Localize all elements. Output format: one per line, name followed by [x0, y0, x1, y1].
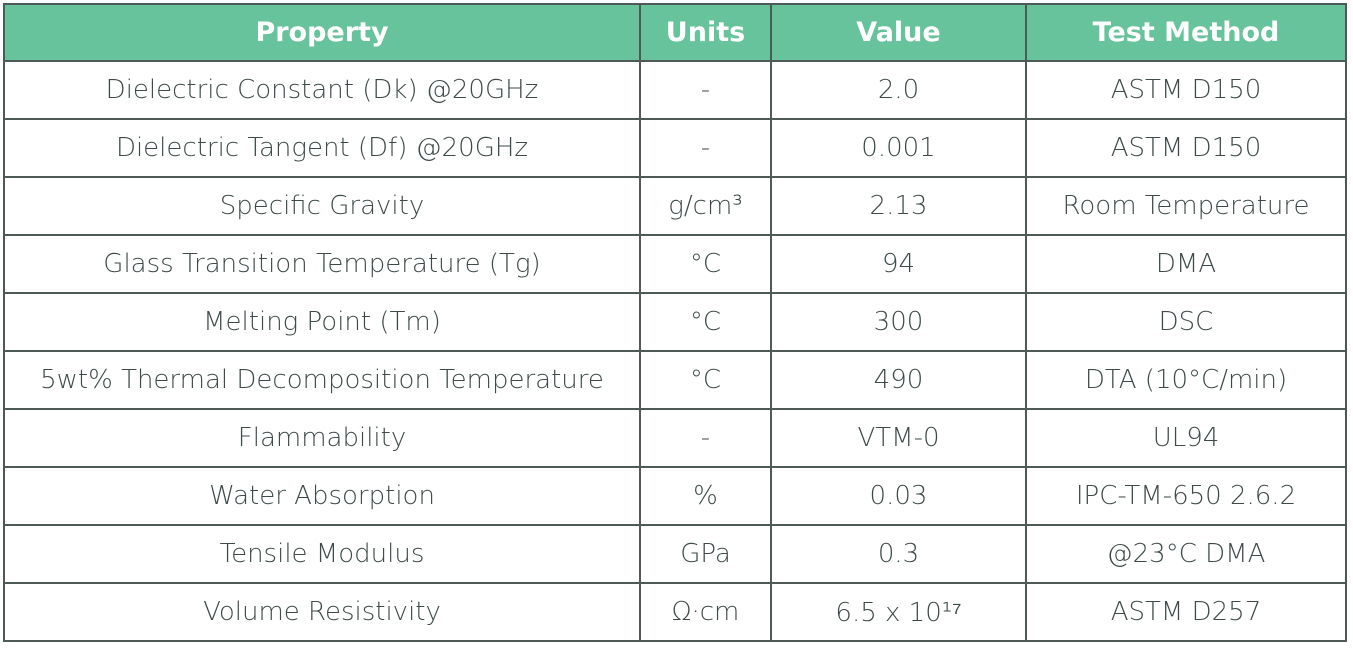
table-cell: Dielectric Constant (Dk) @20GHz — [3, 60, 641, 120]
table-cell: Flammability — [3, 408, 641, 468]
table-body: Dielectric Constant (Dk) @20GHz -2.0 ASTM … — [3, 60, 1347, 642]
table-cell: Glass Transition Temperature (Tg) — [3, 234, 641, 294]
table-cell: Tensile Modulus — [3, 524, 641, 584]
table-cell: GPa — [639, 524, 772, 584]
table-cell: - — [639, 408, 772, 468]
header-row: Property Units Value Test Method — [3, 3, 1347, 62]
table-row: Flammability - VTM-0 UL94 — [3, 408, 1347, 468]
table-cell: 0.03 — [770, 466, 1027, 526]
table-row: Tensile Modulus GPa 0.3 @23°C DMA — [3, 524, 1347, 584]
table-cell: Water Absorption — [3, 466, 641, 526]
table-cell: @23°C DMA — [1025, 524, 1347, 584]
table-cell: - — [639, 60, 772, 120]
property-table: Property Units Value Test Method Dielectric… — [3, 3, 1347, 642]
table-cell: 0.001 — [770, 118, 1027, 178]
table-cell: ASTM D257 — [1025, 582, 1347, 642]
table-row: Volume Resistivity Ω·cm 6.5 x 10¹⁷ ASTM D25… — [3, 582, 1347, 642]
table-cell: UL94 — [1025, 408, 1347, 468]
table-cell: Room Temperature — [1025, 176, 1347, 236]
table-cell: °C — [639, 292, 772, 352]
table-row: Dielectric Constant (Dk) @20GHz -2.0 ASTM … — [3, 60, 1347, 120]
table-cell: DMA — [1025, 234, 1347, 294]
table-cell: - — [639, 118, 772, 178]
table-cell: ASTM D150 — [1025, 118, 1347, 178]
table-cell: IPC-TM-650 2.6.2 — [1025, 466, 1347, 526]
table-cell: °C — [639, 350, 772, 410]
table-cell: 0.3 — [770, 524, 1027, 584]
table-row: 5wt% Thermal Decomposition Temperature °C… — [3, 350, 1347, 410]
table-cell: Ω·cm — [639, 582, 772, 642]
column-header: Test Method — [1025, 3, 1347, 62]
table-cell: 490 — [770, 350, 1027, 410]
table-cell: Dielectric Tangent (Df) @20GHz — [3, 118, 641, 178]
table-row: Glass Transition Temperature (Tg) °C 94 DMA — [3, 234, 1347, 294]
table-cell: g/cm³ — [639, 176, 772, 236]
table-cell: 300 — [770, 292, 1027, 352]
table-cell: % — [639, 466, 772, 526]
table-cell: Volume Resistivity — [3, 582, 641, 642]
table-cell: DTA (10°C/min) — [1025, 350, 1347, 410]
table-row: Dielectric Tangent (Df) @20GHz -0.001 ASTM… — [3, 118, 1347, 178]
table-cell: 94 — [770, 234, 1027, 294]
table-cell: VTM-0 — [770, 408, 1027, 468]
table-cell: Specific Gravity — [3, 176, 641, 236]
table-cell: DSC — [1025, 292, 1347, 352]
table-cell: Melting Point (Tm) — [3, 292, 641, 352]
column-header: Property — [3, 3, 641, 62]
table-cell: 5wt% Thermal Decomposition Temperature — [3, 350, 641, 410]
table-row: Specific Gravity g/cm³ 2.13 Room Temperatur… — [3, 176, 1347, 236]
table-cell: 6.5 x 10¹⁷ — [770, 582, 1027, 642]
table-cell: 2.13 — [770, 176, 1027, 236]
column-header: Value — [770, 3, 1027, 62]
table-cell: ASTM D150 — [1025, 60, 1347, 120]
table-cell: °C — [639, 234, 772, 294]
table-head: Property Units Value Test Method — [3, 3, 1347, 62]
table-cell: 2.0 — [770, 60, 1027, 120]
column-header: Units — [639, 3, 772, 62]
table-row: Melting Point (Tm) °C 300 DSC — [3, 292, 1347, 352]
table-row: Water Absorption% 0.03 IPC-TM-650 2.6.2 — [3, 466, 1347, 526]
